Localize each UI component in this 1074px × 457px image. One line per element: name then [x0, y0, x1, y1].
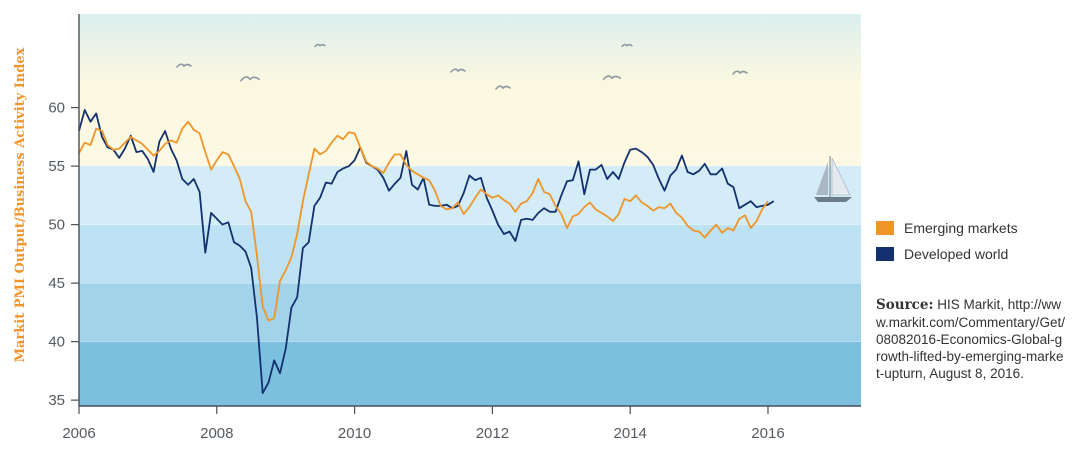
y-tick-label: 40: [48, 334, 65, 351]
sailboat-icon: [814, 156, 852, 202]
x-tick-label: 2012: [476, 425, 509, 442]
chart-background: [79, 14, 861, 406]
sky-band: [79, 14, 861, 167]
pmi-chart: 35 40 45 50 55 60 2006 2008 2010 2012 2014 2016 Ma…: [13, 14, 861, 442]
x-tick-label: 2008: [200, 425, 233, 442]
x-tick-label: 2014: [614, 425, 647, 442]
y-tick-label: 60: [48, 100, 65, 117]
legend-label-emerging: Emerging markets: [904, 220, 1018, 236]
legend-swatch-developed: [876, 247, 894, 261]
legend-item-emerging: Emerging markets: [876, 216, 1018, 240]
source-text: HIS Markit, http://www.markit.com/Commen…: [876, 297, 1066, 381]
y-axis-label: Markit PMI Output/Business Activity Inde…: [13, 47, 28, 362]
bird-icon: [602, 75, 622, 81]
boat-hull: [814, 197, 852, 202]
bird-decorations: [176, 43, 748, 90]
bird-icon: [176, 63, 192, 68]
bird-icon: [314, 43, 326, 48]
source-note: Source: HIS Markit, http://www.markit.co…: [876, 296, 1066, 382]
legend: Emerging markets Developed world: [876, 216, 1018, 268]
bird-icon: [621, 43, 633, 48]
y-tick-label: 55: [48, 158, 65, 175]
bird-icon: [495, 85, 511, 90]
bird-icon: [450, 68, 466, 73]
bird-icon: [732, 70, 748, 75]
x-tick-label: 2010: [338, 425, 371, 442]
band-2: [79, 283, 861, 342]
y-tick-label: 50: [48, 217, 65, 234]
band-3: [79, 341, 861, 406]
x-tick-label: 2016: [751, 425, 784, 442]
x-tick-label: 2006: [62, 425, 95, 442]
source-label: Source:: [876, 297, 934, 313]
series-lines: [78, 109, 775, 394]
band-1: [79, 224, 861, 284]
y-tick-label: 35: [48, 392, 65, 409]
boat-sail-left: [816, 162, 828, 195]
legend-swatch-emerging: [876, 221, 894, 235]
legend-label-developed: Developed world: [904, 246, 1009, 262]
y-tick-labels: 35 40 45 50 55 60: [48, 100, 79, 409]
series-line-emerging-markets: [78, 120, 769, 322]
y-tick-label: 45: [48, 275, 65, 292]
series-line-developed-world: [78, 109, 775, 394]
axes: [78, 14, 861, 407]
x-tick-labels: 2006 2008 2010 2012 2014 2016: [62, 406, 785, 442]
legend-item-developed: Developed world: [876, 242, 1018, 266]
boat-sail-right: [831, 157, 851, 196]
bird-icon: [240, 76, 260, 82]
